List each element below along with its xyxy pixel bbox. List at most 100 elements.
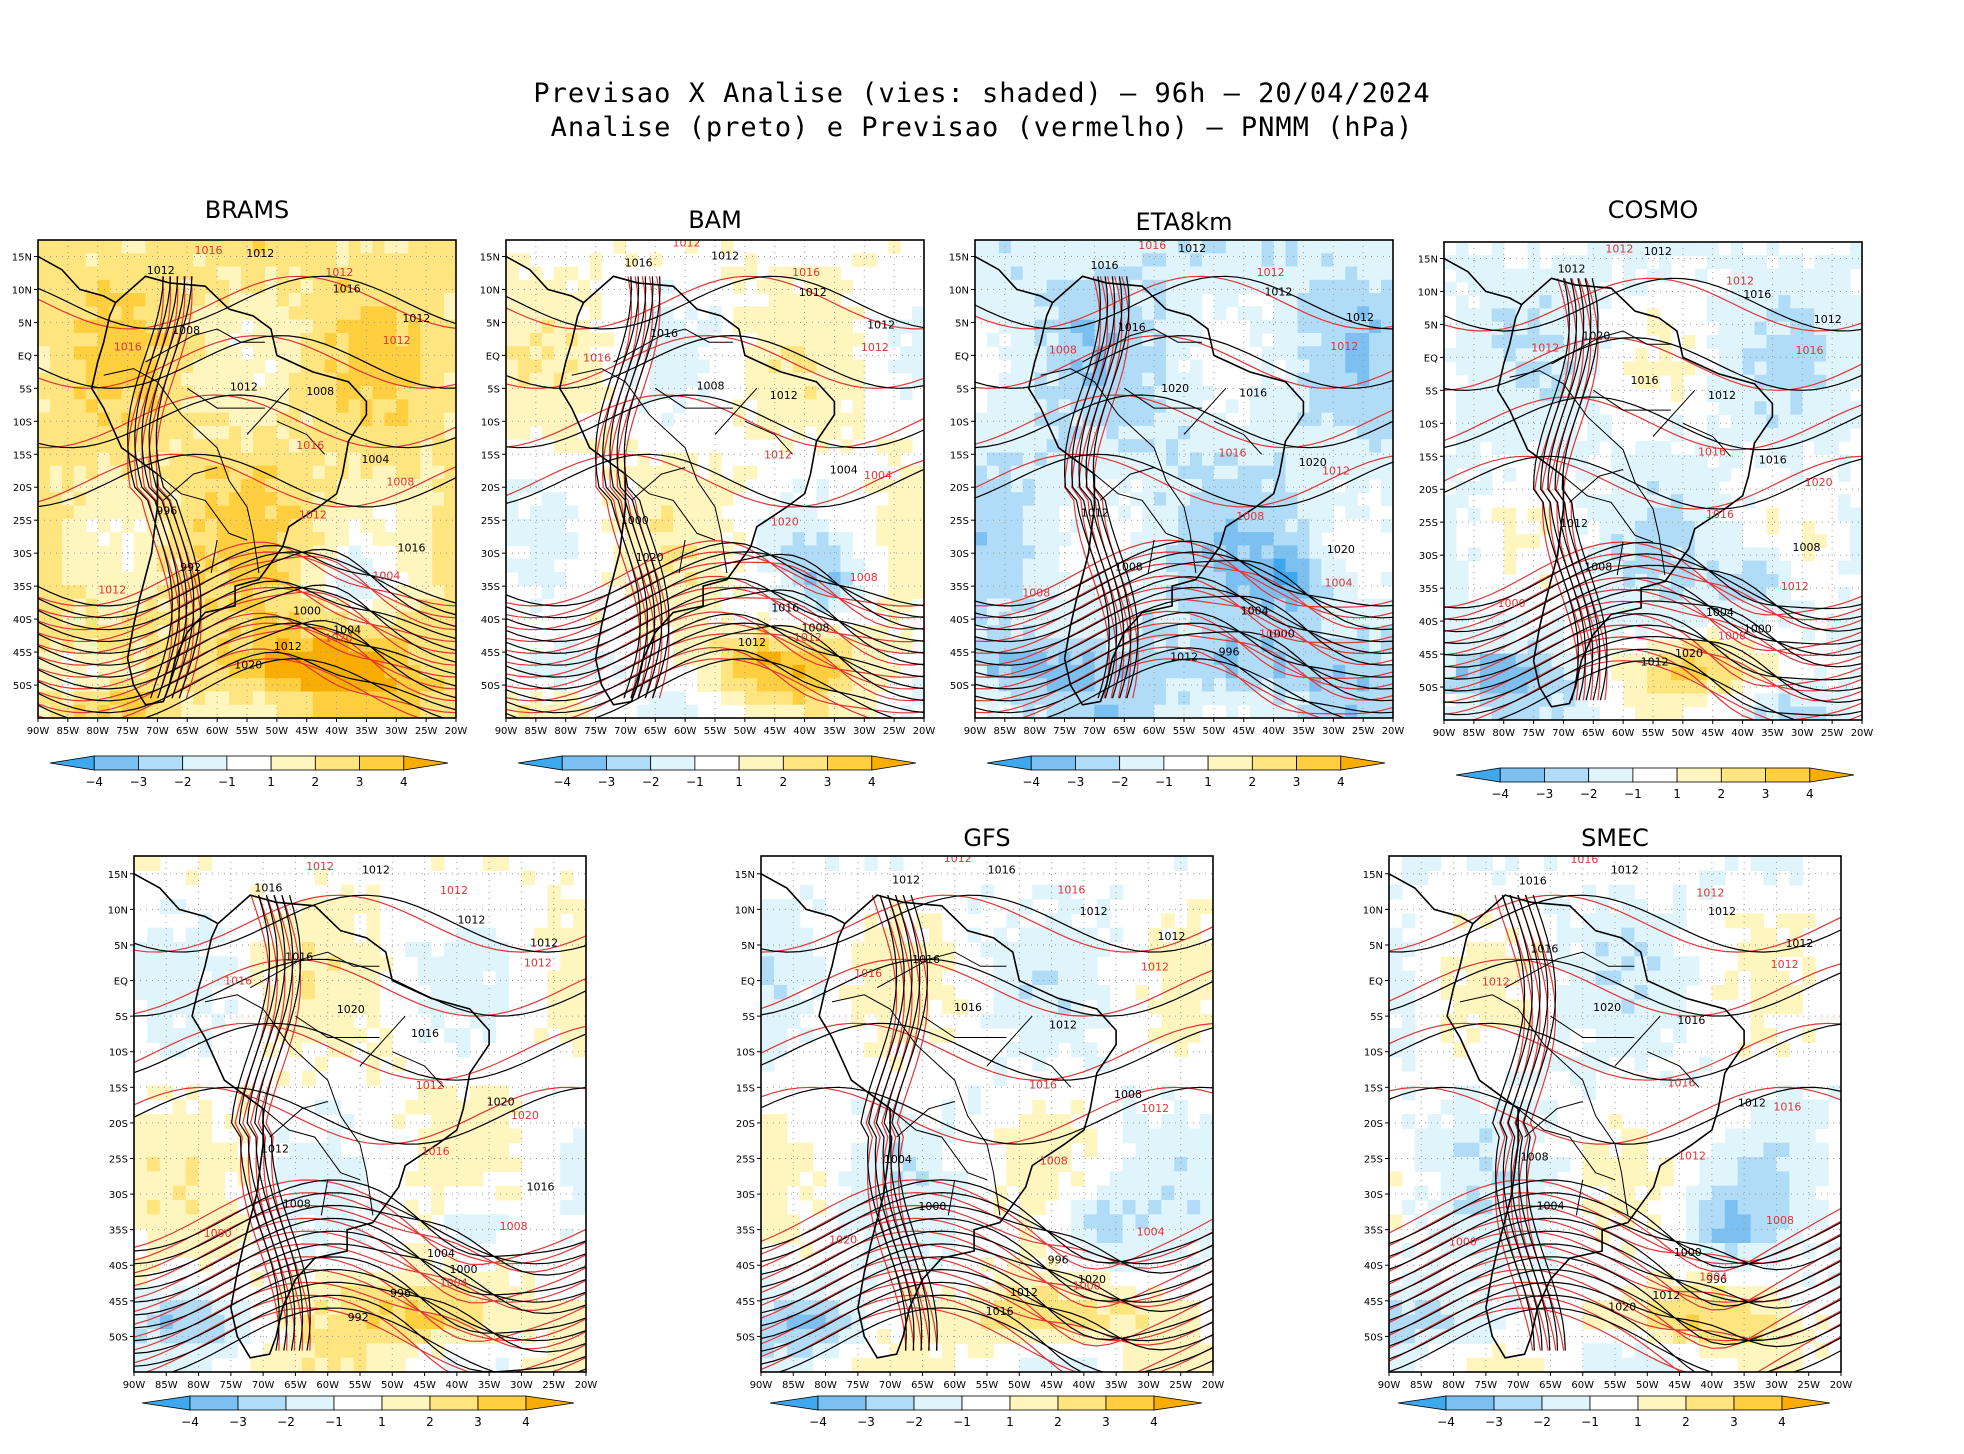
lat-tick-label: 5S <box>115 1012 128 1023</box>
analysis-isobar-label: 1020 <box>234 658 262 671</box>
analysis-isobar-label: 1016 <box>1519 874 1547 887</box>
forecast-isobar-label: 1008 <box>1766 1214 1794 1227</box>
lon-tick-label: 60W <box>674 726 697 737</box>
map-area: 1016101210121012101610201016101210081004… <box>1363 853 1853 1391</box>
forecast-isobar-label: 1004 <box>1699 1270 1727 1283</box>
lat-tick-label: 10S <box>13 417 32 428</box>
colorbar-label: 4 <box>400 775 408 789</box>
lat-tick-label: 15S <box>1419 452 1438 463</box>
analysis-isobar-label: 1008 <box>697 379 725 392</box>
colorbar-triangle-low <box>1456 768 1500 782</box>
lat-tick-label: EQ <box>18 351 32 362</box>
analysis-isobar-label: 1016 <box>1239 387 1267 400</box>
colorbar-label: −3 <box>598 775 616 789</box>
colorbar-label: −4 <box>1491 787 1509 801</box>
lat-tick-label: 15N <box>480 252 500 263</box>
colorbar-label: 2 <box>312 775 320 789</box>
lat-tick-label: EQ <box>486 351 500 362</box>
forecast-isobar-label: 1016 <box>1773 1101 1801 1114</box>
analysis-isobar-label: 1012 <box>274 640 302 653</box>
analysis-isobar-label: 1012 <box>867 319 895 332</box>
lat-tick-label: 45S <box>1364 1297 1383 1308</box>
analysis-isobar-label: 1012 <box>1178 242 1206 255</box>
colorbar-box <box>271 756 315 770</box>
lon-tick-label: 20W <box>1830 1380 1853 1391</box>
colorbar-box <box>962 1396 1010 1410</box>
lon-tick-label: 75W <box>1475 1380 1498 1391</box>
analysis-isobar-label: 1000 <box>1744 622 1772 635</box>
analysis-isobar-label: 1016 <box>1091 259 1119 272</box>
lon-tick-label: 40W <box>1701 1380 1724 1391</box>
analysis-isobar-label: 1016 <box>1743 288 1771 301</box>
analysis-isobar-label: 1012 <box>402 312 430 325</box>
lat-tick-label: 40S <box>736 1261 755 1272</box>
forecast-isobar-label: 1012 <box>306 860 334 873</box>
analysis-isobar-label: 1012 <box>1785 937 1813 950</box>
colorbar-box <box>227 756 271 770</box>
forecast-isobar-label: 1004 <box>864 469 892 482</box>
lon-tick-label: 90W <box>1433 728 1456 739</box>
lat-tick-label: 15S <box>736 1083 755 1094</box>
analysis-isobar-label: 1020 <box>636 551 664 564</box>
lon-tick-label: 65W <box>1539 1380 1562 1391</box>
analysis-isobar-label: 1012 <box>261 1143 289 1156</box>
lon-tick-label: 90W <box>123 1380 146 1391</box>
lon-tick-label: 85W <box>994 726 1017 737</box>
colorbar-label: 4 <box>522 1415 530 1429</box>
colorbar-triangle-high <box>1810 768 1854 782</box>
lon-tick-label: 65W <box>284 1380 307 1391</box>
colorbar-label: 3 <box>1293 775 1301 789</box>
lon-tick-label: 60W <box>943 1380 966 1391</box>
forecast-isobar-label: 1008 <box>1022 587 1050 600</box>
forecast-isobar-label: 1012 <box>325 266 353 279</box>
colorbar-box <box>1120 756 1164 770</box>
lon-tick-label: 30W <box>385 726 408 737</box>
forecast-isobar-label: 1016 <box>114 341 142 354</box>
colorbar-triangle-high <box>1341 756 1385 770</box>
colorbar-label: −4 <box>181 1415 199 1429</box>
lon-tick-label: 25W <box>1169 1380 1192 1391</box>
colorbar-box <box>1446 1396 1494 1410</box>
lon-tick-label: 80W <box>814 1380 837 1391</box>
lat-tick-label: 5S <box>19 384 32 395</box>
analysis-isobar-label: 1012 <box>1170 651 1198 664</box>
lat-tick-label: 20S <box>1364 1119 1383 1130</box>
colorbar-box <box>828 756 872 770</box>
forecast-isobar-label: 1008 <box>1049 344 1077 357</box>
lon-tick-label: 45W <box>413 1380 436 1391</box>
colorbar-box <box>818 1396 866 1410</box>
lat-tick-label: 50S <box>481 681 500 692</box>
forecast-isobar-label: 1000 <box>1497 597 1525 610</box>
analysis-isobar-label: 1016 <box>254 881 282 894</box>
lon-tick-label: 45W <box>295 726 318 737</box>
colorbar-label: 2 <box>1682 1415 1690 1429</box>
lon-tick-label: 20W <box>445 726 468 737</box>
analysis-isobar-label: 1020 <box>1582 330 1610 343</box>
forecast-isobar-label: 1012 <box>1678 1149 1706 1162</box>
forecast-isobar-label: 1012 <box>1531 342 1559 355</box>
lat-tick-label: 30S <box>736 1190 755 1201</box>
analysis-isobar-label: 1012 <box>738 636 766 649</box>
analysis-isobar-label: 1004 <box>361 453 389 466</box>
analysis-isobar-label: 1000 <box>621 514 649 527</box>
lon-tick-label: 85W <box>782 1380 805 1391</box>
lat-tick-label: 15N <box>1418 254 1438 265</box>
forecast-isobar-label: 1012 <box>524 956 552 969</box>
forecast-isobar-label: 1004 <box>1137 1226 1165 1239</box>
figure-title-line1: Previsao X Analise (vies: shaded) – 96h … <box>0 78 1964 109</box>
colorbar-box <box>1544 768 1588 782</box>
forecast-isobar-label: 1008 <box>1040 1154 1068 1167</box>
colorbar-label: −4 <box>553 775 571 789</box>
colorbar-triangle-low <box>770 1396 818 1410</box>
lat-tick-label: 5N <box>18 318 32 329</box>
lon-tick-label: 25W <box>883 726 906 737</box>
analysis-isobar-label: 1012 <box>1652 1289 1680 1302</box>
forecast-isobar-label: 1016 <box>1570 853 1598 866</box>
lat-tick-label: 10S <box>109 1048 128 1059</box>
lat-tick-label: 5N <box>1369 941 1383 952</box>
lon-tick-label: 30W <box>1137 1380 1160 1391</box>
lon-tick-label: 55W <box>1604 1380 1627 1391</box>
analysis-isobar-label: 1020 <box>1675 647 1703 660</box>
lon-tick-label: 40W <box>1073 1380 1096 1391</box>
